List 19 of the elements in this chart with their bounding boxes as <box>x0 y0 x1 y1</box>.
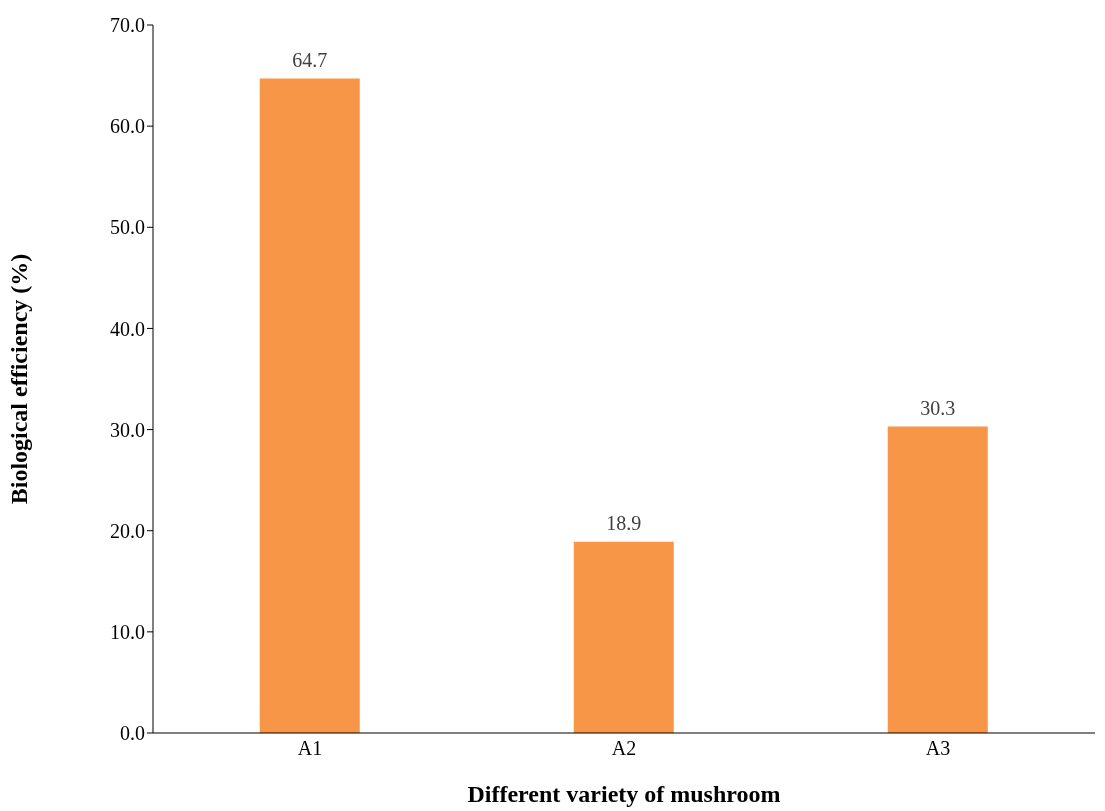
bar <box>887 426 988 733</box>
x-tick-label: A2 <box>611 737 637 760</box>
y-tick-label: 30.0 <box>110 418 145 441</box>
y-tick-label: 20.0 <box>110 519 145 542</box>
y-axis-title: Biological efficiency (%) <box>5 253 32 505</box>
x-axis-title: Different variety of mushroom <box>467 781 781 807</box>
y-tick-label: 10.0 <box>110 620 145 643</box>
y-tick-label: 40.0 <box>110 317 145 340</box>
y-tick-label: 50.0 <box>110 216 145 239</box>
y-tick-label: 70.0 <box>110 14 145 37</box>
data-label: 18.9 <box>606 511 642 534</box>
y-tick-label: 60.0 <box>110 115 145 138</box>
data-label: 64.7 <box>292 48 328 71</box>
y-tick-label: 0.0 <box>120 722 145 745</box>
x-tick-label: A3 <box>925 737 951 760</box>
data-label: 30.3 <box>920 396 956 419</box>
bar <box>259 78 360 733</box>
x-tick-label: A1 <box>297 737 323 760</box>
bar <box>573 541 674 733</box>
